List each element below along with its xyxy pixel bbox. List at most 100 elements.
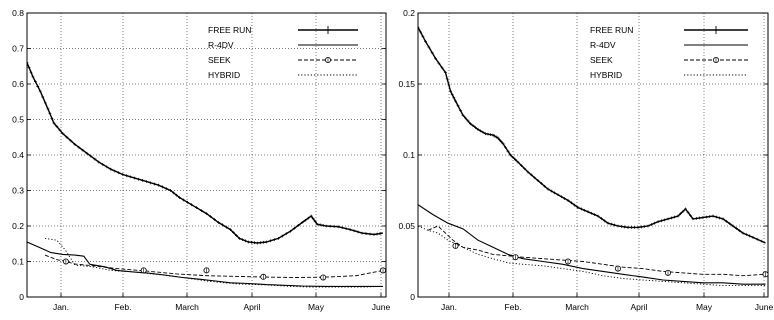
plus-marker bbox=[536, 179, 540, 182]
plus-marker bbox=[718, 216, 722, 220]
plus-marker bbox=[559, 195, 563, 199]
plus-marker bbox=[494, 135, 498, 139]
plus-marker bbox=[589, 211, 593, 215]
plus-marker bbox=[646, 224, 650, 228]
series-line-r-4dv bbox=[418, 204, 766, 285]
plus-marker bbox=[629, 226, 633, 229]
plot-frame bbox=[26, 12, 387, 298]
plus-marker bbox=[344, 227, 348, 231]
x-tick-label: Feb. bbox=[504, 302, 521, 312]
plus-marker bbox=[493, 134, 497, 138]
plus-marker bbox=[579, 207, 583, 211]
plus-marker bbox=[89, 154, 93, 158]
plus-marker bbox=[659, 219, 663, 223]
plus-marker bbox=[276, 237, 280, 240]
plus-marker bbox=[232, 231, 235, 234]
plus-marker bbox=[321, 224, 325, 227]
x-tick-label: May bbox=[696, 302, 713, 312]
plus-marker bbox=[529, 173, 533, 177]
plus-marker bbox=[676, 214, 680, 218]
plus-marker bbox=[309, 214, 313, 218]
plus-marker bbox=[169, 189, 172, 192]
plus-marker bbox=[121, 173, 125, 176]
x-tick-label: April bbox=[630, 302, 647, 312]
plus-marker bbox=[27, 61, 29, 65]
legend-label: R-4DV bbox=[590, 40, 616, 50]
y-tick-label: 0.2 bbox=[12, 221, 24, 231]
plus-marker bbox=[113, 169, 117, 173]
plus-marker bbox=[437, 61, 441, 65]
plus-marker bbox=[501, 142, 505, 146]
plus-marker bbox=[748, 234, 752, 238]
x-tick-label: Jan. bbox=[53, 302, 69, 312]
plus-marker bbox=[419, 30, 422, 34]
plus-marker bbox=[452, 96, 456, 100]
plus-marker bbox=[165, 187, 169, 191]
plus-marker bbox=[469, 122, 472, 126]
plus-marker bbox=[599, 217, 603, 220]
y-tick-label: 0.4 bbox=[12, 150, 24, 160]
legend-label: HYBRID bbox=[590, 70, 622, 80]
plus-marker bbox=[324, 224, 328, 228]
plus-marker bbox=[704, 215, 708, 219]
plus-marker bbox=[546, 187, 550, 191]
plus-marker bbox=[533, 176, 537, 180]
plus-marker bbox=[313, 220, 317, 223]
plus-marker bbox=[619, 225, 623, 228]
plus-marker bbox=[738, 229, 742, 233]
plus-marker bbox=[708, 215, 712, 218]
plus-marker bbox=[213, 218, 216, 221]
plus-marker bbox=[514, 158, 517, 162]
x-tick-label: May bbox=[308, 302, 325, 312]
plus-marker bbox=[684, 207, 687, 211]
y-tick-label: 0.3 bbox=[12, 186, 24, 196]
legend-label: FREE RUN bbox=[590, 25, 633, 35]
plus-marker bbox=[504, 146, 507, 149]
plus-marker bbox=[523, 167, 527, 171]
plus-marker bbox=[55, 125, 59, 128]
plus-marker bbox=[38, 89, 42, 93]
plus-marker bbox=[509, 153, 512, 157]
plus-marker bbox=[526, 170, 530, 174]
plus-marker bbox=[724, 219, 728, 223]
plus-marker bbox=[586, 210, 590, 214]
plus-marker bbox=[172, 191, 175, 195]
plus-marker bbox=[456, 104, 460, 108]
plus-marker bbox=[296, 224, 300, 227]
plus-marker bbox=[701, 216, 705, 219]
plus-marker bbox=[489, 133, 492, 137]
plus-marker bbox=[450, 93, 454, 96]
plus-marker bbox=[486, 132, 490, 136]
plus-marker bbox=[466, 119, 470, 123]
plus-marker bbox=[109, 167, 113, 171]
plus-marker bbox=[498, 138, 502, 142]
plus-marker bbox=[603, 219, 607, 223]
plus-marker bbox=[288, 229, 292, 233]
plus-marker bbox=[741, 231, 745, 235]
y-tick-label: 0.2 bbox=[403, 8, 415, 18]
plus-marker bbox=[691, 217, 695, 221]
plus-marker bbox=[445, 77, 449, 81]
plus-marker bbox=[461, 113, 465, 117]
plus-marker bbox=[205, 212, 208, 215]
plus-marker bbox=[318, 223, 322, 227]
series-line-seek bbox=[44, 254, 384, 278]
plus-marker bbox=[656, 220, 660, 224]
y-tick-label: 0.15 bbox=[398, 79, 415, 89]
plus-marker bbox=[52, 121, 56, 125]
x-tick-label: June bbox=[755, 302, 774, 312]
plus-marker bbox=[666, 217, 670, 221]
legend-label: HYBRID bbox=[208, 70, 240, 80]
legend: FREE RUN R-4DV SEEK HYBRID bbox=[208, 25, 358, 80]
legend-label: FREE RUN bbox=[208, 25, 251, 35]
series-line-free-run bbox=[418, 26, 766, 244]
plus-marker bbox=[221, 223, 224, 227]
plus-marker bbox=[249, 240, 253, 244]
plus-marker bbox=[418, 25, 420, 29]
plus-marker bbox=[755, 237, 759, 241]
plus-marker bbox=[58, 128, 62, 132]
plus-marker bbox=[728, 222, 732, 226]
legend-label: SEEK bbox=[590, 55, 613, 65]
plus-marker bbox=[73, 142, 77, 146]
plus-marker bbox=[616, 224, 620, 228]
